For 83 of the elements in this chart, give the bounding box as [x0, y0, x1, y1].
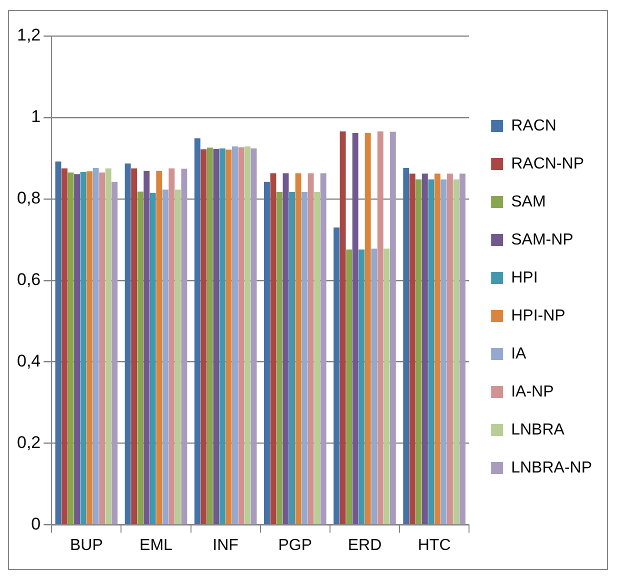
legend-label: SAM-NP — [511, 231, 574, 248]
bar — [428, 179, 434, 524]
bar — [409, 174, 416, 524]
legend-label: HPI-NP — [511, 307, 566, 324]
bar — [62, 168, 68, 524]
bar — [295, 173, 302, 524]
bar — [440, 179, 447, 524]
bar — [131, 168, 138, 524]
bar — [112, 182, 118, 524]
bar — [137, 192, 144, 524]
bar — [156, 170, 162, 524]
bar — [371, 248, 378, 524]
bar — [358, 249, 365, 524]
bar — [282, 173, 289, 524]
bar — [422, 174, 428, 524]
bar — [384, 248, 390, 524]
bar — [232, 146, 238, 524]
bar — [264, 182, 270, 524]
bar — [320, 173, 326, 524]
bar — [68, 172, 74, 524]
bar — [238, 147, 244, 524]
legend-label: RACN-NP — [511, 155, 584, 172]
bar — [276, 192, 282, 524]
bar — [99, 172, 106, 524]
bar — [390, 132, 396, 524]
bar — [270, 173, 276, 524]
legend-label: IA-NP — [511, 383, 554, 400]
legend-label: RACN — [511, 117, 556, 134]
bar — [226, 150, 232, 524]
bar — [74, 174, 80, 524]
bar — [55, 161, 62, 524]
bar — [194, 138, 200, 524]
bar — [346, 249, 352, 524]
bar — [150, 192, 156, 524]
legend-label: IA — [511, 345, 527, 362]
bar — [377, 131, 384, 524]
bar — [302, 192, 308, 524]
x-tick-label: ERD — [348, 536, 382, 554]
x-tick-label: INF — [212, 536, 239, 554]
bar — [92, 168, 99, 524]
bar — [174, 190, 181, 524]
y-tick-label: 0,6 — [16, 270, 41, 290]
x-tick-label: BUP — [70, 536, 103, 554]
bar — [446, 174, 453, 524]
y-tick-label: 1 — [31, 107, 41, 126]
bar — [460, 174, 466, 524]
bar — [162, 190, 168, 524]
y-tick-label: 0,2 — [16, 433, 41, 452]
bar — [181, 168, 188, 524]
bar — [124, 163, 131, 524]
bar — [434, 174, 440, 524]
bar — [206, 148, 213, 524]
bar — [168, 168, 175, 524]
x-tick-label: EML — [140, 536, 173, 554]
bar — [403, 168, 410, 524]
x-tick-label: PGP — [278, 536, 312, 554]
bar — [308, 173, 314, 524]
bar — [80, 172, 86, 524]
legend-label: HPI — [511, 269, 538, 286]
bar — [289, 192, 295, 524]
bar — [105, 168, 112, 524]
bar — [352, 132, 358, 524]
y-tick-label: 1,2 — [16, 26, 41, 45]
bar — [219, 148, 226, 524]
bar — [144, 170, 150, 524]
legend-label: LNBRA-NP — [511, 459, 592, 476]
y-tick-label: 0,8 — [16, 188, 41, 208]
bar — [213, 148, 220, 524]
bar — [244, 146, 250, 524]
bar — [86, 171, 93, 524]
bar — [314, 192, 320, 524]
bar — [453, 179, 460, 524]
y-tick-label: 0,4 — [16, 352, 41, 371]
bar — [364, 132, 371, 524]
bar — [416, 179, 422, 524]
bar — [200, 149, 207, 524]
bar — [340, 131, 346, 524]
x-tick-label: HTC — [418, 536, 451, 554]
legend-label: SAM — [511, 193, 546, 210]
bar — [250, 148, 257, 524]
legend-label: LNBRA — [511, 421, 565, 438]
bar — [334, 227, 340, 524]
y-tick-label: 0 — [31, 514, 41, 534]
